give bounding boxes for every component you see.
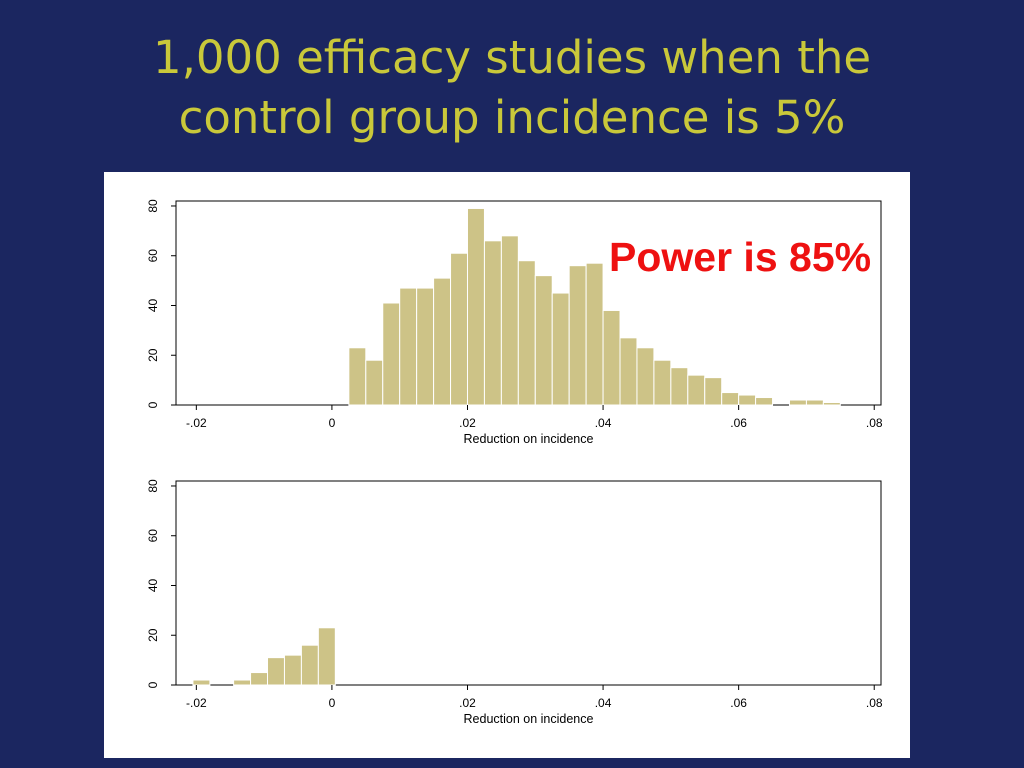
histogram-bar <box>233 679 252 686</box>
histogram-1: -.02 0 .02 .04 .06 .08 0 20 40 60 80 Reduction on i… <box>146 199 883 446</box>
histogram-bar <box>300 644 319 686</box>
histogram-bar <box>602 309 621 406</box>
y-tick-label: 40 <box>146 298 160 312</box>
y-tick-label: 40 <box>146 578 160 592</box>
x-tick-label: 0 <box>329 416 336 430</box>
histogram-bar <box>433 277 452 406</box>
x-tick-label: .04 <box>595 696 612 710</box>
x-tick-label: .08 <box>866 696 883 710</box>
x-tick-label: 0 <box>329 696 336 710</box>
histogram-bar <box>267 657 285 686</box>
x-tick-label: .06 <box>730 696 747 710</box>
histogram-bar <box>585 262 604 406</box>
histogram-bar <box>721 392 740 406</box>
histogram-bar <box>317 627 336 686</box>
histogram-bar <box>450 252 468 406</box>
x-tick-label: -.02 <box>186 696 207 710</box>
x-tick-label: .02 <box>459 696 476 710</box>
x-axis-title: Reduction on incidence <box>464 432 594 446</box>
histogram-2: -.02 0 .02 .04 .06 .08 0 20 40 60 80 Reduction on i… <box>146 479 883 726</box>
histogram-bar <box>365 359 384 406</box>
histogram-bar <box>517 260 536 406</box>
x-tick-label: .06 <box>730 416 747 430</box>
histogram-bar <box>192 679 211 686</box>
chart-panel: -.02 0 .02 .04 .06 .08 0 20 40 60 80 Reduction on i… <box>104 172 910 758</box>
histogram-bar <box>534 275 553 406</box>
slide-title-line-1: 1,000 efficacy studies when the <box>152 31 872 84</box>
histogram-bar <box>483 240 502 406</box>
x-tick-label: .02 <box>459 416 476 430</box>
histogram-bar <box>348 347 367 406</box>
y-tick-label: 20 <box>146 628 160 642</box>
histogram-bar <box>568 265 587 406</box>
histogram-bar <box>687 374 706 406</box>
slide-title-line-2: control group incidence is 5% <box>178 91 846 144</box>
x-tick-label: -.02 <box>186 416 207 430</box>
histogram-bar <box>704 377 723 406</box>
histogram-bar <box>822 402 841 406</box>
histogram-bar <box>250 672 269 686</box>
plot-frame <box>175 480 882 686</box>
power-annotation: Power is 85% <box>609 234 872 280</box>
x-axis-title: Reduction on incidence <box>464 712 594 726</box>
histogram-bar <box>551 292 570 406</box>
histogram-bar <box>416 287 435 406</box>
y-tick-label: 0 <box>146 681 160 688</box>
slide-title: 1,000 efficacy studies when the control … <box>0 28 1024 148</box>
y-tick-label: 60 <box>146 249 160 263</box>
y-tick-label: 20 <box>146 348 160 362</box>
y-tick-label: 0 <box>146 401 160 408</box>
y-tick-label: 60 <box>146 529 160 543</box>
y-tick-label: 80 <box>146 479 160 493</box>
histogram-bar <box>805 399 824 406</box>
histogram-bar <box>653 359 672 406</box>
x-tick-label: .08 <box>866 416 883 430</box>
histogram-figure: -.02 0 .02 .04 .06 .08 0 20 40 60 80 Reduction on i… <box>146 199 883 726</box>
histogram-bar <box>619 337 638 406</box>
histogram-bar <box>399 287 418 406</box>
histogram-bar <box>283 654 302 686</box>
histogram-bar <box>788 399 807 406</box>
histogram-bar <box>382 302 401 406</box>
histogram-bar <box>466 207 485 406</box>
y-tick-label: 80 <box>146 199 160 213</box>
histogram-bar <box>755 397 774 406</box>
histogram-bar <box>670 367 689 406</box>
histogram-bar <box>500 235 519 406</box>
histogram-bar <box>636 347 655 406</box>
histogram-bar <box>738 394 757 406</box>
x-tick-label: .04 <box>595 416 612 430</box>
